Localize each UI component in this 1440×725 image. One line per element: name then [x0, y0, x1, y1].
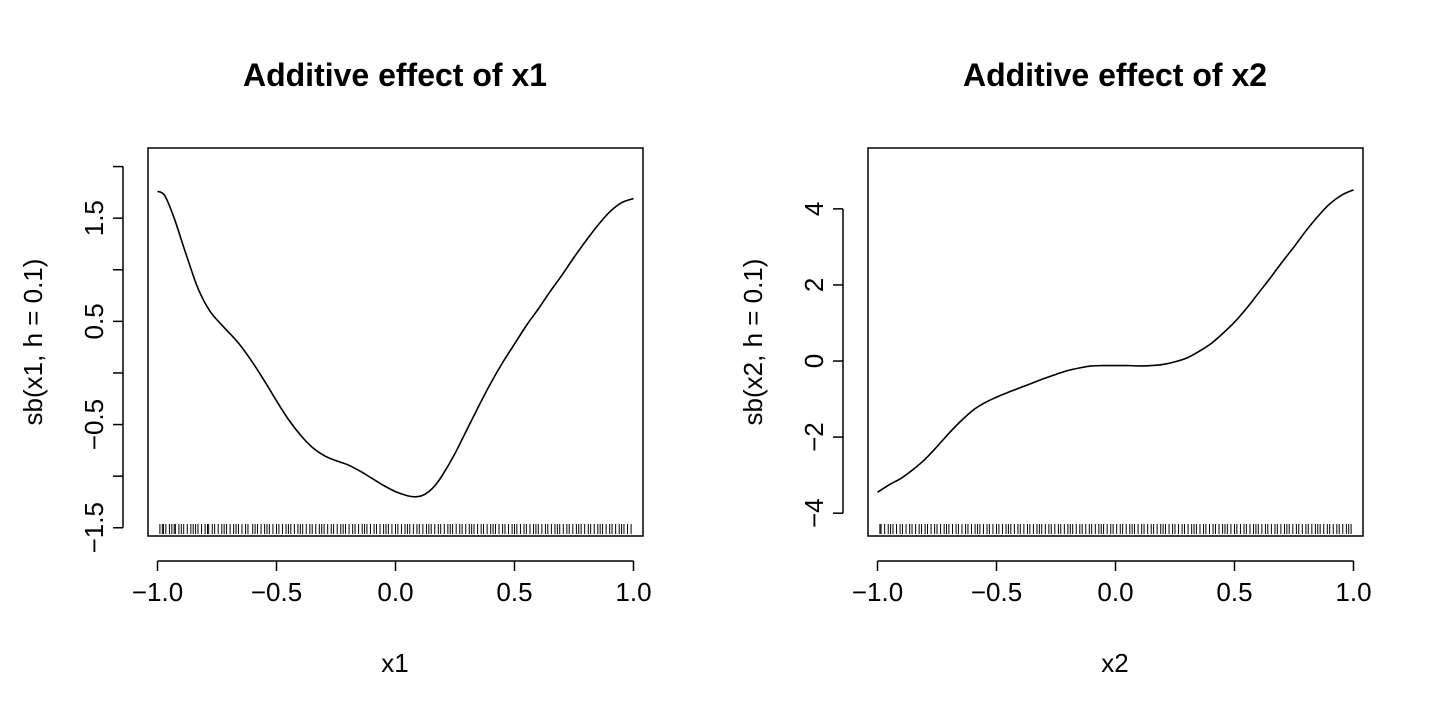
x-axis: −1.0 −0.5 0.0 0.5 1.0	[852, 560, 1372, 607]
x-tick-label: 1.0	[615, 577, 651, 607]
rug-group	[879, 524, 1352, 534]
effect-curve-x2	[877, 189, 1354, 493]
x-tick-label: 0.0	[377, 577, 413, 607]
x-tick-label: −0.5	[251, 577, 302, 607]
chart-title: Additive effect of x2	[963, 57, 1267, 93]
y-tick-label: 2	[799, 278, 829, 292]
plot-frame	[147, 147, 644, 537]
x-tick-label: 0.5	[1216, 577, 1252, 607]
panel-x1: Additive effect of x1 −1.0 −0.5 0.0 0.5 1.0 …	[18, 57, 652, 678]
x-tick-label: 1.0	[1335, 577, 1371, 607]
panel-x2: Additive effect of x2 −1.0 −0.5 0.0 0.5 1.0 …	[738, 57, 1372, 678]
y-tick-label: 0	[799, 354, 829, 368]
y-tick-label: −1.5	[79, 502, 109, 553]
y-tick-label: −0.5	[79, 399, 109, 450]
y-axis-title: sb(x1, h = 0.1)	[18, 259, 48, 426]
x-tick-label: −0.5	[971, 577, 1022, 607]
x-tick-label: 0.5	[496, 577, 532, 607]
y-axis-title: sb(x2, h = 0.1)	[738, 259, 768, 426]
y-axis: −4 −2 0 2 4	[799, 202, 844, 528]
y-tick-label: 4	[799, 202, 829, 216]
y-axis: −1.5 −0.5 0.5 1.5	[79, 165, 124, 553]
x-tick-label: −1.0	[852, 577, 903, 607]
rug-group	[159, 524, 632, 534]
y-tick-label: −4	[799, 498, 829, 528]
x-tick-label: −1.0	[132, 577, 183, 607]
chart-title: Additive effect of x1	[243, 57, 547, 93]
y-tick-label: 1.5	[79, 200, 109, 236]
effect-curve-x1	[157, 190, 634, 498]
x-axis: −1.0 −0.5 0.0 0.5 1.0	[132, 560, 652, 607]
y-tick-label: −2	[799, 422, 829, 452]
x-tick-label: 0.0	[1097, 577, 1133, 607]
y-tick-label: 0.5	[79, 303, 109, 339]
x-axis-title: x1	[381, 648, 408, 678]
x-axis-title: x2	[1101, 648, 1128, 678]
plot-frame	[867, 147, 1364, 537]
